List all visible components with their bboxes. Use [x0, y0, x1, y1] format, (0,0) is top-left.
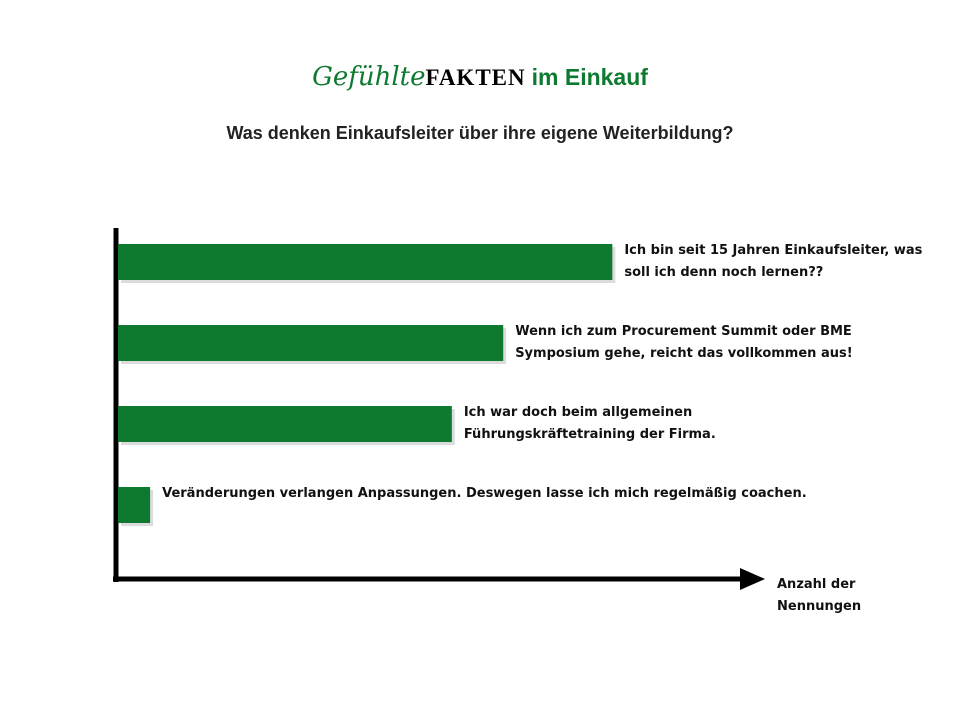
bar [118, 325, 504, 361]
title-rest: im Einkauf [531, 64, 648, 90]
bar [118, 487, 151, 523]
bar-label: Ich bin seit 15 Jahren Einkaufsleiter, w… [624, 243, 923, 280]
chart-title: GefühlteFAKTEN im Einkauf [0, 62, 960, 92]
bar-label: Ich war doch beim allgemeinen Führungskr… [463, 405, 716, 442]
axis-arrow [740, 568, 765, 590]
x-axis-label: Anzahl der Nennungen [777, 577, 862, 614]
title-script: Gefühlte [312, 62, 426, 92]
bar-label: Veränderungen verlangen Anpassungen. Des… [162, 486, 807, 501]
bar [118, 406, 452, 442]
bar-label: Wenn ich zum Procurement Summit oder BME… [515, 324, 853, 361]
bar [118, 244, 613, 280]
chart-subtitle: Was denken Einkaufsleiter über ihre eige… [226, 123, 734, 143]
title-emphasis: FAKTEN [425, 65, 526, 90]
